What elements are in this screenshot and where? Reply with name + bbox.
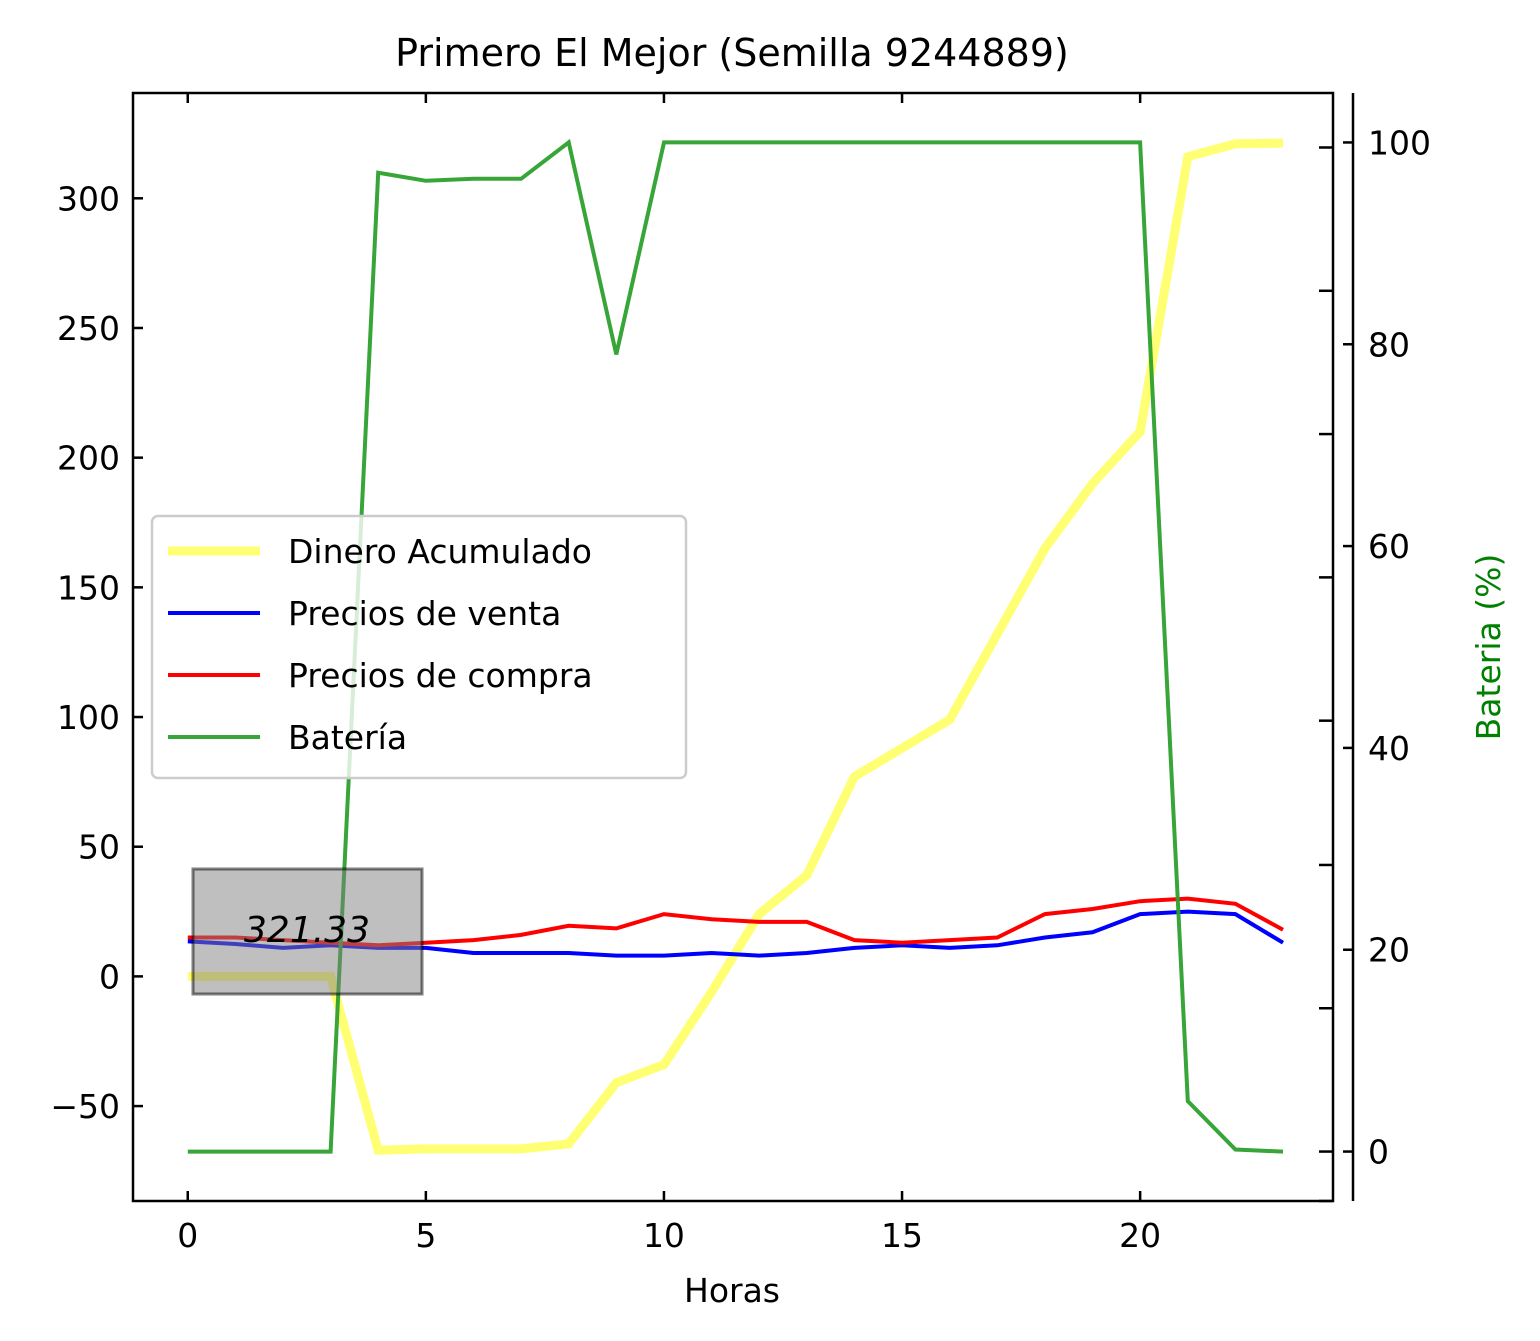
y2-tick-label: 0: [1368, 1133, 1389, 1172]
annotation-text: 321.33: [244, 910, 370, 951]
y-axis-ticks: −50 0 50 100 150 200 250 300: [50, 179, 143, 1126]
annotation-box: [191, 867, 424, 996]
y-tick-label: 250: [57, 309, 120, 348]
y2-tick-label: 100: [1368, 123, 1431, 162]
x-tick-label: 20: [1119, 1216, 1161, 1255]
x-tick-label: 15: [881, 1216, 923, 1255]
annotation: 321.33: [191, 867, 424, 996]
y2-tick-label: 40: [1368, 729, 1410, 768]
plot-frame: [131, 91, 1335, 1203]
y-tick-label: 300: [57, 179, 120, 218]
x-tick-label: 0: [177, 1216, 198, 1255]
legend-label-3: Precios de compra: [288, 656, 593, 695]
legend-label-2: Precios de venta: [288, 594, 561, 633]
legend-label-1: Dinero Acumulado: [288, 532, 592, 571]
legend-box: [150, 514, 688, 780]
chart-title: Primero El Mejor (Semilla 9244889): [395, 31, 1069, 75]
x-tick-label: 5: [415, 1216, 436, 1255]
y-tick-label: 150: [57, 568, 120, 607]
legend-label-4: Batería: [288, 718, 407, 757]
y2-tick-label: 20: [1368, 931, 1410, 970]
x-tick-label: 10: [643, 1216, 685, 1255]
y-tick-label: 50: [78, 828, 120, 867]
y-tick-label: 200: [57, 439, 120, 478]
y2-tick-label: 60: [1368, 527, 1410, 566]
y2-tick-label: 80: [1368, 325, 1410, 364]
legend: Dinero Acumulado Precios de venta Precios …: [150, 514, 688, 780]
series-line-4: [187, 138, 1284, 1154]
y-tick-label: −50: [50, 1087, 120, 1126]
x-axis-label: Horas: [684, 1271, 780, 1310]
y2-axis-label: Bateria (%): [1469, 554, 1508, 741]
y-tick-label: 100: [57, 698, 120, 737]
y-tick-label: 0: [99, 957, 120, 996]
y2-axis-ticks: 0 20 40 60 80 100: [1319, 123, 1431, 1203]
x-axis-ticks: 0 5 10 15 20: [177, 93, 1161, 1255]
